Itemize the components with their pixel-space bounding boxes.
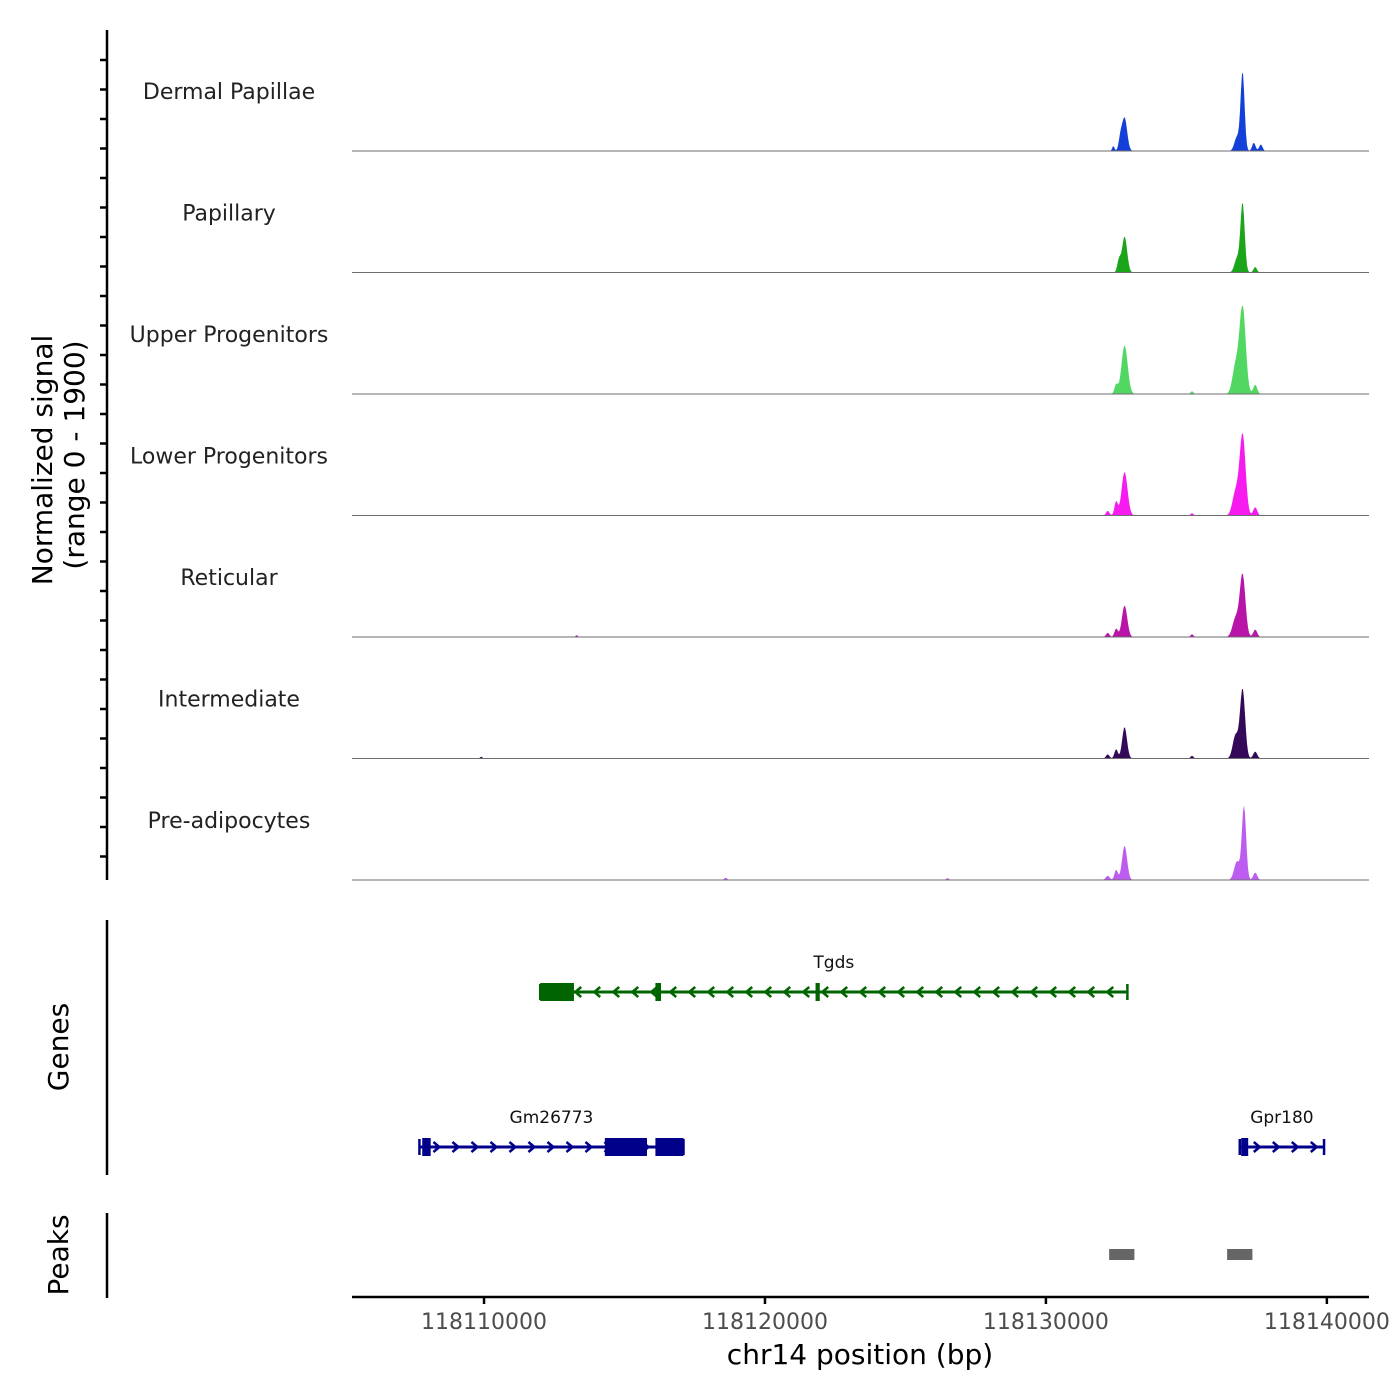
strand-arrow	[573, 986, 583, 998]
strand-arrow	[649, 986, 659, 998]
strand-arrow	[546, 1141, 556, 1153]
strand-arrow	[1048, 986, 1058, 998]
coverage-track	[352, 805, 1369, 881]
strand-arrow	[763, 986, 773, 998]
coverage-track	[352, 203, 1369, 273]
gene-model: Gpr180	[1238, 1108, 1326, 1156]
strand-arrow	[1010, 986, 1020, 998]
strand-arrow	[1309, 1141, 1319, 1153]
strand-arrow	[991, 986, 1001, 998]
gene-label: Gpr180	[1250, 1108, 1313, 1128]
strand-arrow	[668, 986, 678, 998]
exon	[1241, 1138, 1249, 1156]
x-tick-label: 118130000	[983, 1310, 1109, 1335]
strand-arrow	[725, 986, 735, 998]
coverage-track	[352, 573, 1369, 638]
x-tick-label: 118120000	[702, 1310, 828, 1335]
gene-annotations: Tgds Gm26773 Gpr180	[418, 953, 1326, 1156]
strand-arrow	[527, 1141, 537, 1153]
strand-arrow	[801, 986, 811, 998]
strand-arrow	[782, 986, 792, 998]
strand-arrow	[592, 986, 602, 998]
strand-arrow	[839, 986, 849, 998]
strand-arrow	[432, 1141, 442, 1153]
exon	[422, 1138, 431, 1156]
strand-arrow	[820, 986, 830, 998]
track-label: Papillary	[182, 202, 276, 227]
coverage-area	[352, 805, 1369, 880]
track-label: Reticular	[180, 566, 278, 591]
strand-arrow	[1086, 986, 1096, 998]
strand-arrow	[508, 1141, 518, 1153]
signal-ylabel-line1: Normalized signal	[26, 335, 59, 586]
track-labels: Dermal Papillae Papillary Upper Progenitor…	[130, 80, 329, 834]
strand-arrow	[470, 1141, 480, 1153]
coverage-track	[352, 689, 1369, 759]
strand-arrow	[953, 986, 963, 998]
x-tick-label: 118140000	[1264, 1310, 1390, 1335]
peaks-axis-label: Peaks	[42, 1214, 75, 1295]
track-label: Upper Progenitors	[130, 323, 329, 348]
exon	[655, 983, 662, 1001]
strand-arrow	[1271, 1141, 1281, 1153]
strand-arrow	[1252, 1141, 1262, 1153]
x-axis-title: chr14 position (bp)	[727, 1338, 993, 1371]
strand-arrow	[744, 986, 754, 998]
strand-arrow	[630, 986, 640, 998]
exon	[815, 983, 820, 1001]
strand-arrow	[706, 986, 716, 998]
coverage-area	[352, 689, 1369, 759]
strand-arrow	[1105, 986, 1115, 998]
exon	[655, 1138, 684, 1156]
gene-label: Tgds	[812, 953, 854, 973]
coverage-area	[352, 573, 1369, 637]
coverage-track	[352, 73, 1369, 152]
strand-arrow	[451, 1141, 461, 1153]
gene-label: Gm26773	[510, 1108, 594, 1128]
strand-arrow	[896, 986, 906, 998]
strand-arrow	[1290, 1141, 1300, 1153]
coverage-area	[352, 306, 1369, 394]
strand-arrow	[858, 986, 868, 998]
strand-arrow	[915, 986, 925, 998]
coverage-area	[352, 73, 1369, 151]
peak-region	[1109, 1249, 1135, 1260]
strand-arrow	[972, 986, 982, 998]
coverage-area	[352, 203, 1369, 273]
strand-arrow	[1029, 986, 1039, 998]
strand-arrow	[611, 986, 621, 998]
coverage-track	[352, 306, 1369, 395]
strand-arrow	[877, 986, 887, 998]
x-axis-ticks: 118110000 118120000 118130000 118140000	[421, 1297, 1390, 1335]
genes-axis-label: Genes	[42, 1003, 75, 1091]
track-label: Dermal Papillae	[143, 80, 315, 105]
strand-arrow	[565, 1141, 575, 1153]
peak-regions	[1109, 1249, 1253, 1260]
coverage-area	[352, 433, 1369, 516]
strand-arrow	[584, 1141, 594, 1153]
signal-y-ticks	[100, 58, 107, 858]
gene-model: Tgds	[538, 953, 1129, 1001]
coverage-tracks	[352, 73, 1369, 881]
coverage-track	[352, 433, 1369, 516]
track-label: Intermediate	[158, 688, 300, 713]
track-label: Lower Progenitors	[130, 445, 328, 470]
exon	[604, 1138, 647, 1156]
strand-arrow	[934, 986, 944, 998]
peak-region	[1227, 1249, 1253, 1260]
exon	[540, 983, 574, 1001]
track-label: Pre-adipocytes	[148, 809, 311, 834]
signal-ylabel-line2: (range 0 - 1900)	[58, 340, 91, 569]
strand-arrow	[1067, 986, 1077, 998]
gene-model: Gm26773	[418, 1108, 685, 1156]
x-tick-label: 118110000	[421, 1310, 547, 1335]
strand-arrow	[489, 1141, 499, 1153]
strand-arrow	[687, 986, 697, 998]
